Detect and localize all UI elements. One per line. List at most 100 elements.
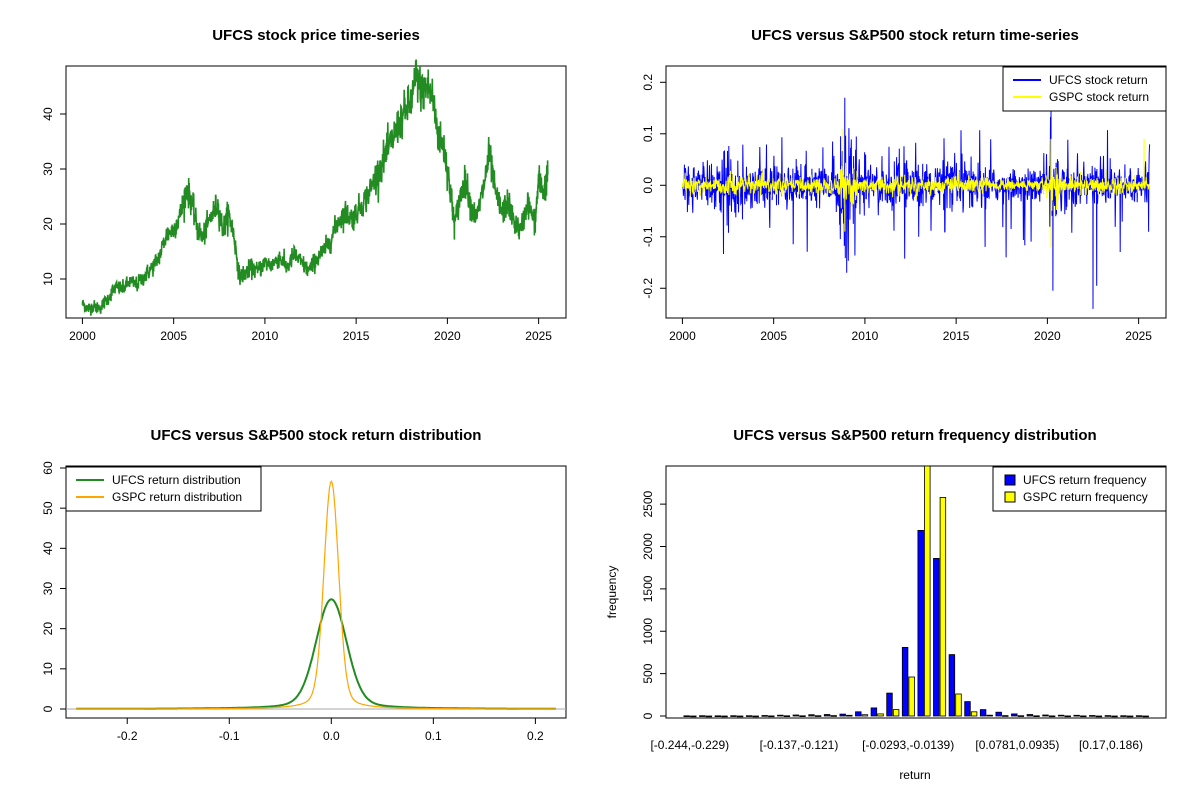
frequency-bar xyxy=(1089,715,1096,717)
x-tick-label: [0.17,0.186) xyxy=(1079,738,1143,752)
frequency-bar xyxy=(1048,715,1056,718)
plot-frame xyxy=(665,65,1167,319)
frequency-bar xyxy=(1111,715,1118,718)
plot-frame xyxy=(65,465,567,719)
legend-label: GSPC stock return xyxy=(1049,90,1149,104)
price-series-line xyxy=(81,59,549,316)
x-tick-label: 2000 xyxy=(69,329,96,343)
x-tick-label: 2000 xyxy=(669,329,696,343)
frequency-bar xyxy=(761,715,768,717)
y-tick-label: 2000 xyxy=(641,533,655,560)
frequency-bar xyxy=(995,711,1002,717)
frequency-bar xyxy=(924,465,931,717)
frequency-bar xyxy=(892,709,900,717)
y-tick-label: 30 xyxy=(41,162,55,176)
legend-box xyxy=(65,466,262,512)
legend-label: GSPC return frequency xyxy=(1023,490,1148,504)
x-tick-label: 2015 xyxy=(943,329,970,343)
frequency-bar xyxy=(939,496,947,717)
y-tick-label: 1500 xyxy=(641,575,655,602)
x-tick-label: 2010 xyxy=(252,329,279,343)
chart-title: UFCS versus S&P500 stock return time-ser… xyxy=(751,27,1079,44)
y-tick-label: 40 xyxy=(41,107,55,121)
frequency-bar xyxy=(1064,715,1071,718)
frequency-bar xyxy=(1011,713,1018,717)
y-tick-label: 500 xyxy=(641,663,655,683)
frequency-bar xyxy=(768,715,775,718)
frequency-bar xyxy=(1017,715,1025,717)
frequency-bar xyxy=(970,711,978,717)
frequency-bar xyxy=(752,715,759,718)
frequency-bar xyxy=(799,715,806,717)
x-tick-label: 2010 xyxy=(852,329,879,343)
return-distribution-panel: UFCS versus S&P500 stock return distribu… xyxy=(41,427,567,743)
chart-title: UFCS stock price time-series xyxy=(212,27,420,44)
chart-title: UFCS versus S&P500 stock return distribu… xyxy=(151,427,482,444)
frequency-bar xyxy=(1142,715,1149,718)
frequency-bar xyxy=(830,715,837,717)
frequency-bar xyxy=(1104,715,1112,717)
return-series-line xyxy=(681,97,1151,309)
x-tick-label: -0.1 xyxy=(219,729,240,743)
y-tick-label: -0.2 xyxy=(641,278,655,299)
frequency-bar xyxy=(1033,715,1040,717)
frequency-bar xyxy=(1135,715,1143,717)
frequency-bar xyxy=(721,715,728,718)
frequency-bar xyxy=(870,707,878,717)
frequency-bar xyxy=(948,654,956,717)
y-tick-label: 30 xyxy=(41,582,55,596)
y-tick-label: 10 xyxy=(41,662,55,676)
frequency-bar xyxy=(877,713,884,717)
frequency-bar xyxy=(855,711,862,717)
return-timeseries-panel: UFCS versus S&P500 stock return time-ser… xyxy=(641,27,1167,343)
frequency-bar xyxy=(783,715,791,717)
price-timeseries-panel: UFCS stock price time-series 2000 2005 201… xyxy=(41,27,567,343)
y-tick-label: 0.0 xyxy=(641,177,655,194)
frequency-bar xyxy=(1095,715,1103,718)
legend-label: UFCS return distribution xyxy=(112,473,241,487)
frequency-bar xyxy=(861,714,869,717)
x-tick-label: 0.2 xyxy=(527,729,544,743)
legend-label: UFCS return frequency xyxy=(1023,473,1146,487)
frequency-bar xyxy=(808,714,815,717)
frequency-bar xyxy=(979,709,987,717)
legend-swatch xyxy=(1004,491,1016,503)
frequency-bar xyxy=(1080,715,1087,718)
x-tick-label: [-0.0293,-0.0139) xyxy=(862,738,954,752)
x-tick-label: [-0.244,-0.229) xyxy=(650,738,729,752)
y-tick-label: 60 xyxy=(41,461,55,475)
frequency-bar xyxy=(690,715,697,718)
frequency-bar xyxy=(714,715,722,717)
frequency-bar xyxy=(1042,714,1049,717)
frequency-bar xyxy=(933,558,940,717)
frequency-bar xyxy=(901,647,909,717)
frequency-bar xyxy=(730,715,737,717)
x-tick-label: 2020 xyxy=(434,329,461,343)
density-curve xyxy=(76,598,556,710)
y-tick-label: 0.1 xyxy=(641,125,655,142)
x-tick-label: 2025 xyxy=(1125,329,1152,343)
x-tick-label: 0.0 xyxy=(323,729,340,743)
y-tick-label: 20 xyxy=(41,217,55,231)
legend-label: UFCS stock return xyxy=(1049,73,1148,87)
y-tick-label: -0.1 xyxy=(641,226,655,247)
x-tick-label: -0.2 xyxy=(117,729,138,743)
frequency-bar xyxy=(1002,715,1009,717)
x-tick-label: [-0.137,-0.121) xyxy=(760,738,839,752)
y-tick-label: 0 xyxy=(41,705,55,712)
frequency-bar xyxy=(823,714,831,717)
x-tick-label: 2015 xyxy=(343,329,370,343)
x-tick-label: 2005 xyxy=(160,329,187,343)
frequency-bar xyxy=(955,693,962,717)
frequency-bar xyxy=(839,713,846,717)
frequency-bar xyxy=(736,715,744,718)
frequency-bar xyxy=(1026,714,1034,717)
frequency-bar xyxy=(777,714,784,717)
frequency-bar xyxy=(917,530,924,717)
frequency-bar xyxy=(745,715,753,717)
frequency-bar xyxy=(846,714,853,717)
x-axis-label: return xyxy=(899,768,930,782)
frequency-bar xyxy=(814,715,822,717)
legend-label: GSPC return distribution xyxy=(112,490,242,504)
